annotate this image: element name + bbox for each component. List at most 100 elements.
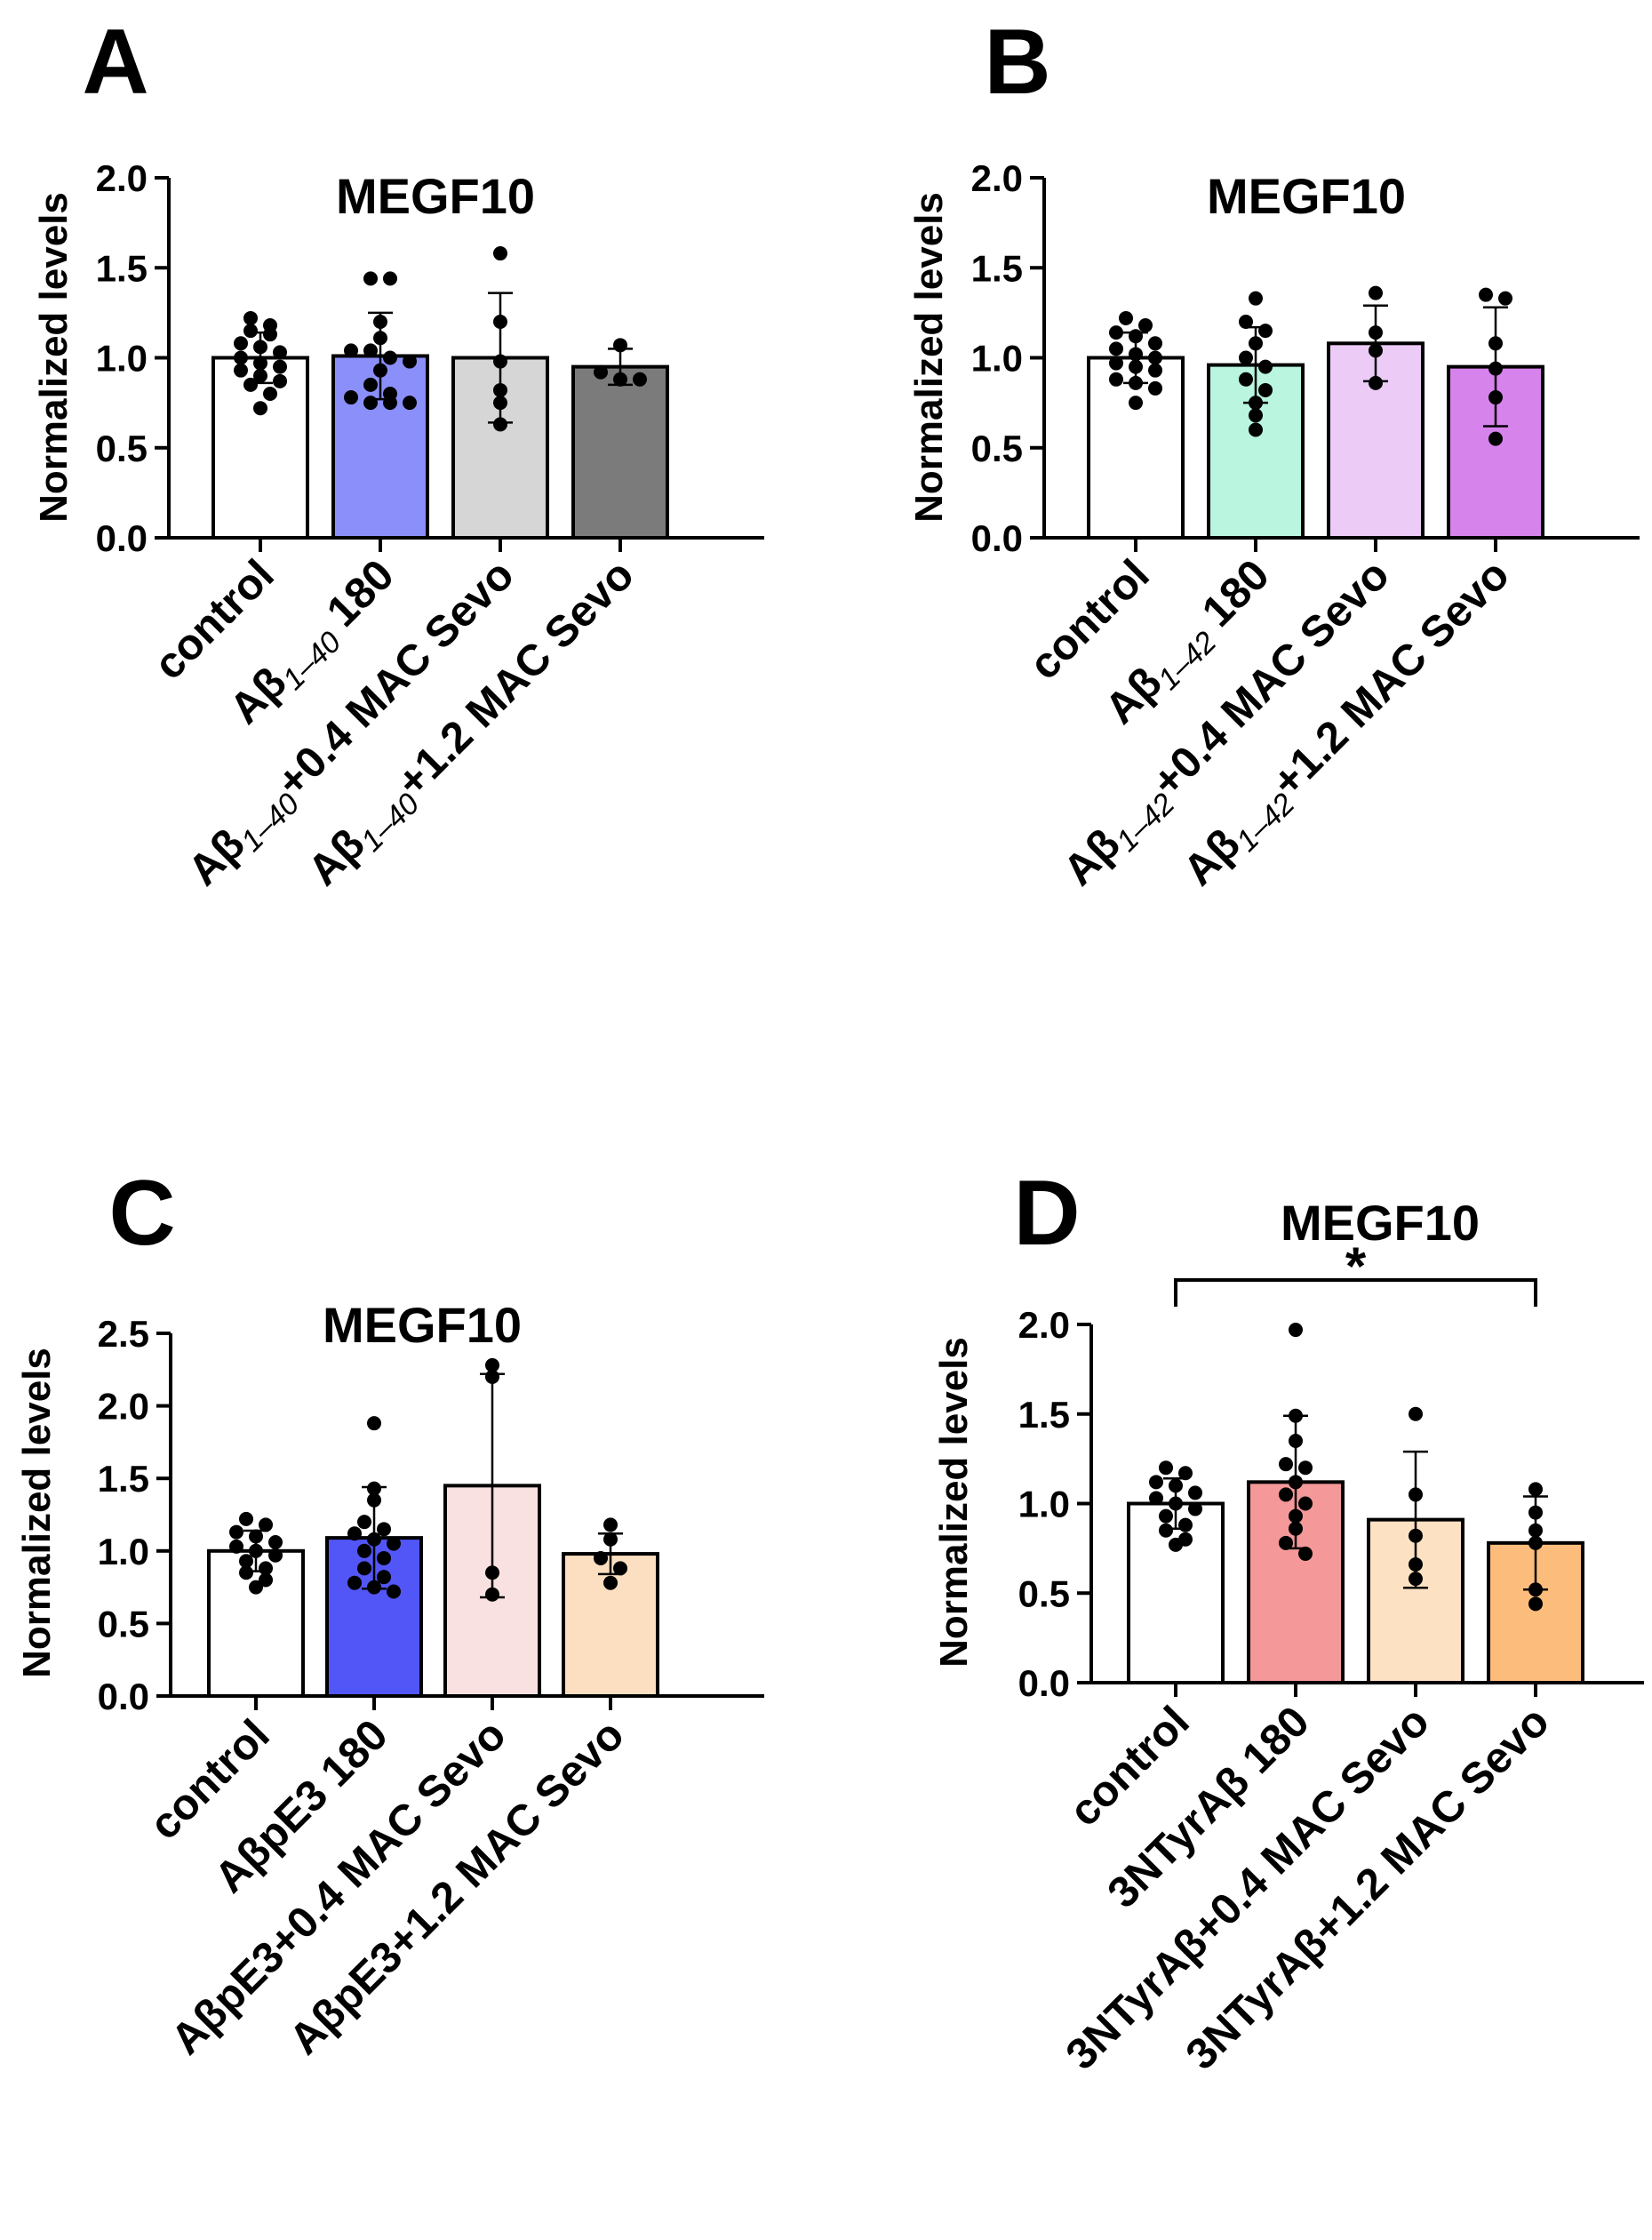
data-point bbox=[383, 271, 397, 286]
chart-title: MEGF10 bbox=[336, 168, 535, 224]
data-point bbox=[1289, 1508, 1303, 1524]
data-point bbox=[373, 315, 387, 329]
significance-bracket bbox=[1174, 1278, 1537, 1307]
bar bbox=[1127, 1501, 1225, 1684]
data-point bbox=[253, 401, 267, 416]
data-point bbox=[357, 1543, 371, 1558]
data-point bbox=[1488, 361, 1503, 376]
panel-letter: B bbox=[984, 11, 1050, 114]
data-point bbox=[373, 363, 387, 378]
data-point bbox=[1159, 1523, 1173, 1538]
data-point bbox=[234, 336, 248, 351]
y-axis-label: Normalized levels bbox=[932, 1337, 976, 1668]
data-point bbox=[1169, 1496, 1183, 1511]
data-point bbox=[239, 1565, 253, 1580]
data-point bbox=[1528, 1505, 1543, 1520]
data-point bbox=[347, 1526, 362, 1541]
data-point bbox=[1258, 359, 1273, 374]
data-point bbox=[1239, 372, 1253, 387]
data-point bbox=[1148, 363, 1162, 378]
data-point bbox=[1279, 1487, 1293, 1502]
data-point bbox=[1409, 1572, 1423, 1587]
data-point bbox=[1129, 347, 1143, 362]
data-point bbox=[259, 1517, 273, 1532]
y-tick-label: 1.0 bbox=[971, 338, 1023, 380]
y-tick-label: 2.0 bbox=[1018, 1304, 1070, 1346]
data-point bbox=[1409, 1487, 1423, 1502]
data-point bbox=[493, 315, 507, 329]
data-point bbox=[493, 354, 507, 369]
data-point bbox=[273, 345, 287, 360]
y-tick-label: 0.0 bbox=[96, 517, 148, 559]
chart-title: MEGF10 bbox=[1207, 168, 1406, 224]
chart-title: MEGF10 bbox=[1281, 1195, 1480, 1251]
data-point bbox=[387, 1536, 401, 1551]
data-point bbox=[1109, 325, 1123, 340]
y-axis-label: Normalized levels bbox=[15, 1348, 59, 1678]
data-point bbox=[249, 1529, 263, 1544]
data-point bbox=[1249, 396, 1263, 411]
data-point bbox=[239, 1511, 253, 1526]
data-point bbox=[357, 1561, 371, 1576]
data-point bbox=[1129, 396, 1143, 411]
data-point bbox=[613, 372, 627, 387]
data-point bbox=[1239, 315, 1253, 329]
y-tick-label: 1.0 bbox=[98, 1531, 149, 1572]
data-point bbox=[1409, 1528, 1423, 1543]
data-point bbox=[603, 1575, 618, 1590]
data-point bbox=[367, 1580, 381, 1595]
data-point bbox=[243, 310, 258, 325]
data-point bbox=[344, 343, 358, 358]
data-point bbox=[1149, 1491, 1163, 1506]
y-tick-label: 1.5 bbox=[96, 247, 148, 289]
data-point bbox=[253, 356, 267, 371]
data-point bbox=[485, 1587, 499, 1602]
data-point bbox=[1488, 390, 1503, 405]
chart-title: MEGF10 bbox=[323, 1297, 522, 1353]
y-tick-label: 2.0 bbox=[971, 157, 1023, 199]
data-point bbox=[493, 396, 507, 411]
data-point bbox=[493, 246, 507, 261]
data-point bbox=[1239, 350, 1253, 365]
data-point bbox=[363, 377, 378, 392]
data-point bbox=[633, 372, 647, 387]
data-point bbox=[373, 331, 387, 346]
data-point bbox=[1409, 1406, 1423, 1421]
data-point bbox=[367, 1416, 381, 1431]
y-tick-label: 2.5 bbox=[98, 1313, 149, 1355]
data-point bbox=[1528, 1582, 1543, 1597]
data-point bbox=[1129, 359, 1143, 374]
data-point bbox=[1528, 1482, 1543, 1497]
data-point bbox=[1369, 285, 1383, 300]
data-point bbox=[1178, 1517, 1193, 1532]
data-point bbox=[273, 373, 287, 388]
data-point bbox=[1138, 318, 1153, 333]
data-point bbox=[268, 1548, 283, 1563]
data-point bbox=[403, 354, 417, 369]
y-tick-label: 1.0 bbox=[1018, 1484, 1070, 1525]
data-point bbox=[1289, 1433, 1303, 1448]
data-point bbox=[1488, 431, 1503, 446]
data-point bbox=[377, 1570, 391, 1585]
bar bbox=[207, 1548, 305, 1699]
data-point bbox=[234, 350, 248, 365]
y-tick-label: 0.0 bbox=[98, 1676, 149, 1717]
data-point bbox=[1279, 1535, 1293, 1550]
data-point bbox=[1129, 329, 1143, 344]
data-point bbox=[1129, 375, 1143, 390]
data-point bbox=[1369, 325, 1383, 340]
data-point bbox=[603, 1517, 618, 1532]
panel-letter: D bbox=[1013, 1162, 1080, 1265]
y-axis-label: Normalized levels bbox=[907, 192, 951, 523]
data-point bbox=[594, 364, 608, 380]
data-point bbox=[377, 1550, 391, 1565]
data-point bbox=[1488, 336, 1503, 351]
data-point bbox=[613, 338, 627, 353]
data-point bbox=[229, 1524, 243, 1540]
bar bbox=[571, 364, 669, 540]
data-point bbox=[485, 1565, 499, 1580]
data-point bbox=[1169, 1478, 1183, 1493]
